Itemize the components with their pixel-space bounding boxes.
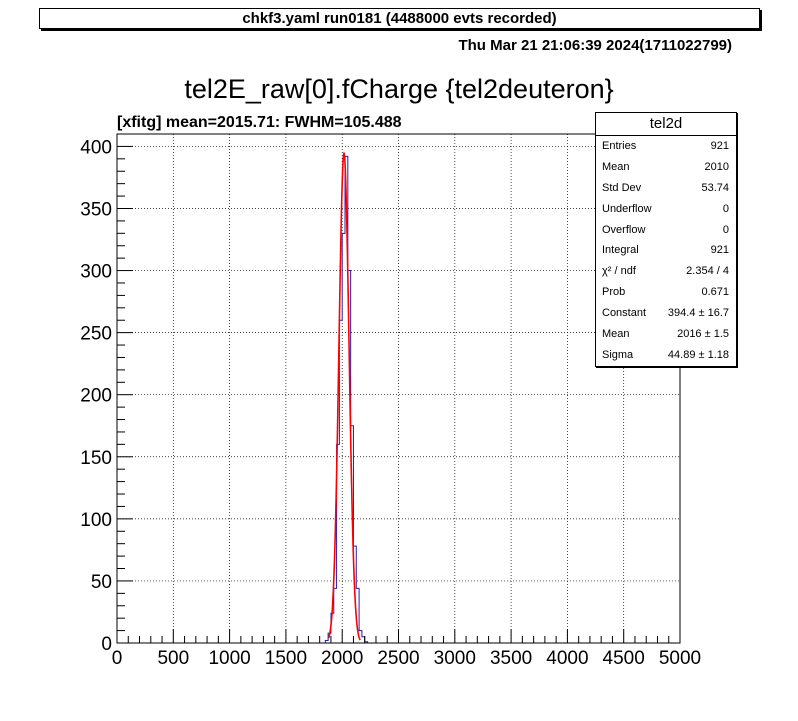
stats-row-value: 921 bbox=[710, 140, 729, 152]
x-tick-label: 2000 bbox=[321, 648, 363, 669]
axis-ticks bbox=[116, 133, 681, 644]
stats-row-value: 53.74 bbox=[701, 181, 729, 194]
y-tick-label: 300 bbox=[80, 262, 112, 283]
stats-row: Mean 2010 bbox=[596, 157, 736, 178]
stats-row-label: χ² / ndf bbox=[602, 265, 636, 278]
x-tick-label: 1500 bbox=[265, 648, 307, 669]
x-tick-label: 2500 bbox=[377, 648, 419, 669]
stats-row: Sigma 44.89 ± 1.18 bbox=[596, 345, 736, 366]
stats-row-label: Mean bbox=[602, 160, 630, 173]
stats-box: tel2d Entries 921 Mean 2010 Std Dev 53.74 Unde… bbox=[595, 112, 737, 367]
stats-row: Entries 921 bbox=[596, 136, 736, 157]
stats-row: χ² / ndf 2.354 / 4 bbox=[596, 261, 736, 282]
stats-row-value: 44.89 ± 1.18 bbox=[667, 348, 729, 361]
stats-row: Std Dev 53.74 bbox=[596, 178, 736, 199]
x-tick-label: 3000 bbox=[434, 648, 476, 669]
histogram-bin bbox=[339, 320, 342, 643]
y-tick-label: 200 bbox=[80, 386, 112, 407]
y-axis-tick-labels: 0 50 100 150 200 250 300 350 400 bbox=[80, 137, 112, 655]
stats-row-label: Integral bbox=[602, 244, 639, 257]
stats-row-value: 921 bbox=[710, 244, 729, 257]
x-tick-label: 1000 bbox=[208, 648, 250, 669]
x-tick-label: 5000 bbox=[659, 648, 701, 669]
stats-row: Overflow 0 bbox=[596, 220, 736, 241]
stats-row-label: Underflow bbox=[602, 202, 652, 215]
stats-rows: Entries 921 Mean 2010 Std Dev 53.74 Underflow 0… bbox=[596, 136, 736, 366]
stats-row-value: 0.671 bbox=[701, 286, 729, 299]
canvas-banner: chkf3.yaml run0181 (4488000 evts recorde… bbox=[39, 8, 760, 29]
y-tick-label: 350 bbox=[80, 199, 112, 220]
stats-row-label: Overflow bbox=[602, 223, 646, 236]
y-tick-label: 0 bbox=[101, 634, 112, 655]
stats-row-value: 2010 bbox=[704, 160, 729, 173]
y-tick-label: 150 bbox=[80, 448, 112, 469]
stats-row-label: Std Dev bbox=[602, 181, 642, 194]
x-tick-label: 4000 bbox=[546, 648, 588, 669]
stats-row-label: Sigma bbox=[602, 348, 634, 361]
stats-row: Prob 0.671 bbox=[596, 282, 736, 303]
gaussian-fit-series bbox=[327, 151, 361, 641]
histogram-series bbox=[117, 155, 369, 644]
y-tick-label: 100 bbox=[80, 510, 112, 531]
stats-row: Mean 2016 ± 1.5 bbox=[596, 324, 736, 345]
stats-row-label: Constant bbox=[602, 307, 647, 320]
stats-row-label: Mean bbox=[602, 328, 630, 341]
stats-row: Integral 921 bbox=[596, 240, 736, 261]
y-tick-label: 50 bbox=[91, 572, 112, 593]
histogram-title: tel2E_raw[0].fCharge {tel2deuteron} bbox=[184, 74, 614, 104]
timestamp: Thu Mar 21 21:06:39 2024(1711022799) bbox=[458, 37, 732, 54]
x-axis-tick-labels: 0 500 1000 1500 2000 2500 3000 3500 4000 4500 5000 bbox=[112, 648, 701, 669]
fit-label: [xfitg] mean=2015.71: FWHM=105.488 bbox=[117, 114, 402, 131]
stats-row-label: Entries bbox=[602, 140, 637, 152]
gaussian-fit-curve bbox=[327, 151, 361, 641]
stats-row: Constant 394.4 ± 16.7 bbox=[596, 303, 736, 324]
stats-row-value: 2016 ± 1.5 bbox=[677, 328, 729, 341]
x-tick-label: 0 bbox=[112, 648, 123, 669]
stats-row-value: 2.354 / 4 bbox=[686, 265, 729, 278]
stats-row-value: 0 bbox=[722, 202, 729, 215]
x-tick-label: 3500 bbox=[490, 648, 532, 669]
y-tick-label: 400 bbox=[80, 137, 112, 158]
y-tick-label: 250 bbox=[80, 324, 112, 345]
stats-row: Underflow 0 bbox=[596, 199, 736, 220]
histogram-bin bbox=[334, 588, 337, 643]
stats-row-value: 394.4 ± 16.7 bbox=[667, 307, 729, 320]
stats-box-title: tel2d bbox=[596, 113, 736, 136]
histogram-bin bbox=[342, 233, 345, 643]
x-tick-label: 4500 bbox=[603, 648, 645, 669]
x-tick-label: 500 bbox=[157, 648, 189, 669]
stats-row-value: 0 bbox=[722, 223, 729, 236]
stats-row-label: Prob bbox=[602, 286, 626, 299]
